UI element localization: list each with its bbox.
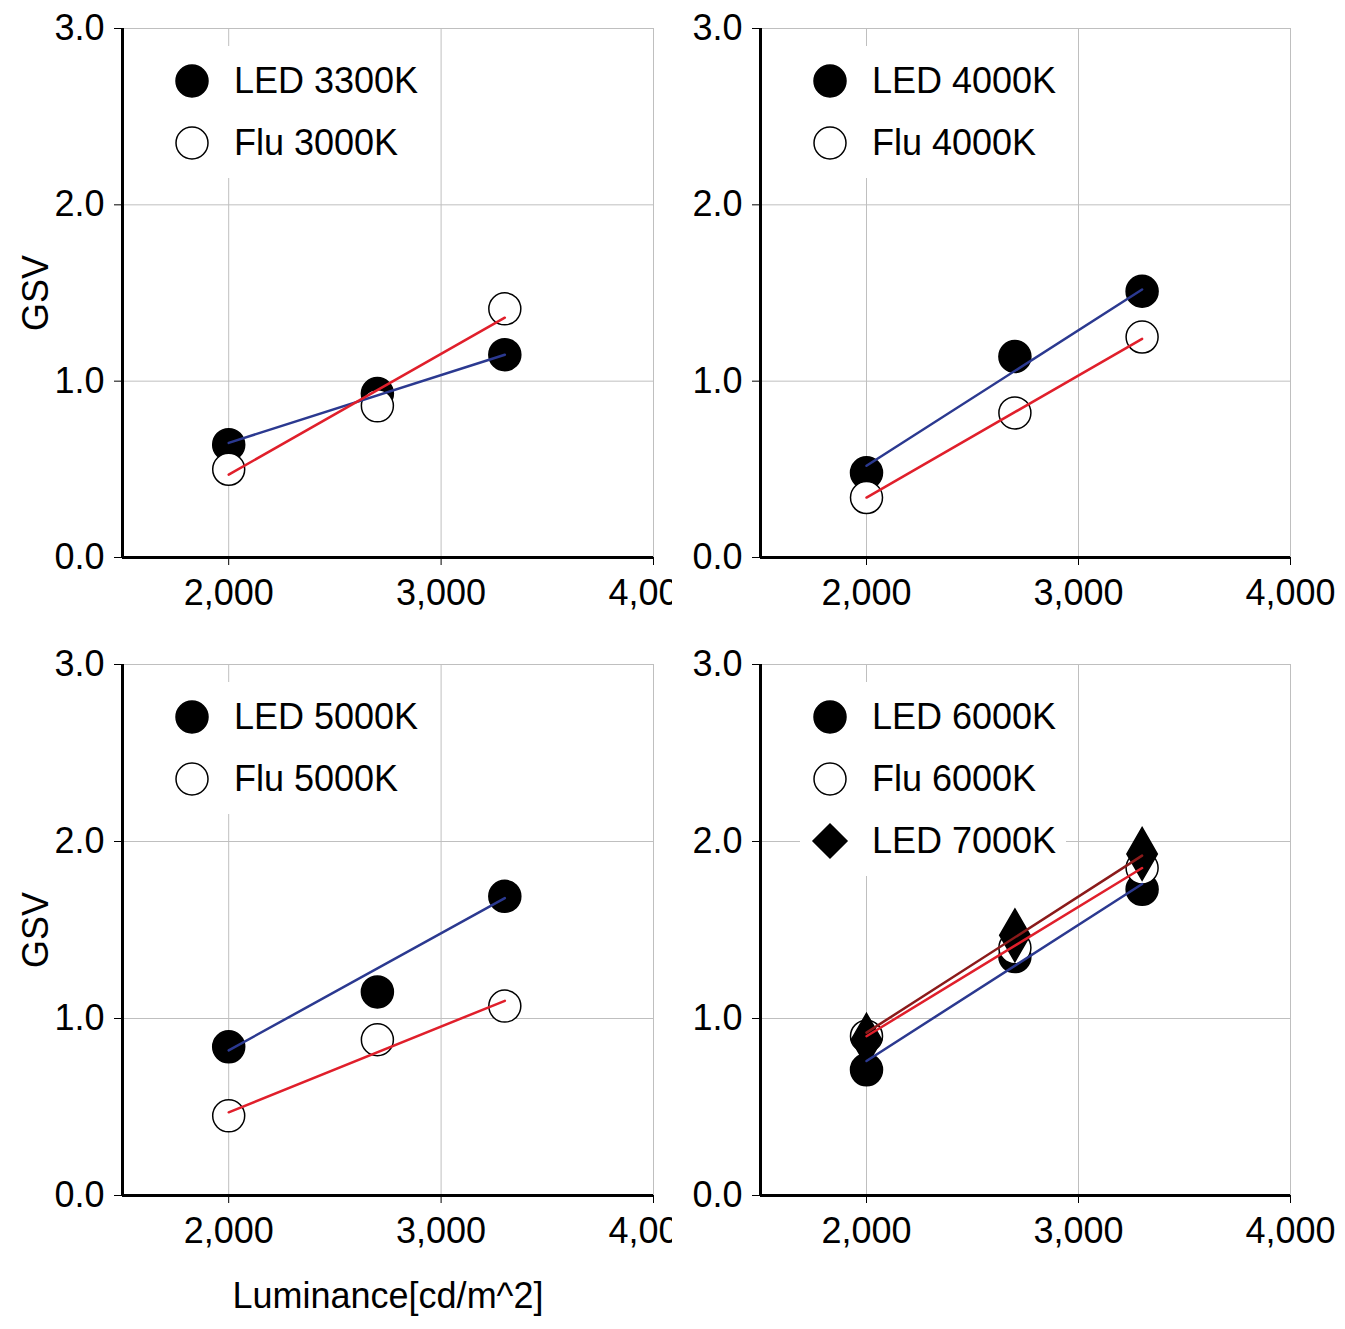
svg-text:2.0: 2.0 xyxy=(54,183,104,224)
svg-text:4,000: 4,000 xyxy=(608,572,699,614)
svg-text:3,000: 3,000 xyxy=(1033,572,1123,613)
html-text:LED 6000K: LED 6000K xyxy=(872,696,1057,737)
html-text:Flu 3000K: Flu 3000K xyxy=(234,122,399,163)
html-text:Flu 4000K: Flu 4000K xyxy=(872,122,1037,163)
svg-text:2,000: 2,000 xyxy=(821,572,911,613)
svg-text:0.0: 0.0 xyxy=(54,536,104,577)
svg-text:GSV: GSV xyxy=(15,255,56,331)
svg-text:2.0: 2.0 xyxy=(692,183,742,224)
svg-text:4,000: 4,000 xyxy=(1245,572,1335,613)
svg-text:3,000: 3,000 xyxy=(396,572,486,613)
svg-text:2,000: 2,000 xyxy=(184,572,274,613)
svg-text:3.0: 3.0 xyxy=(54,643,104,684)
svg-text:0.0: 0.0 xyxy=(692,1174,742,1215)
svg-text:Luminance[cd/m^2]: Luminance[cd/m^2] xyxy=(232,1275,543,1316)
html-text:Flu 6000K: Flu 6000K xyxy=(872,758,1037,799)
svg-text:1.0: 1.0 xyxy=(692,997,742,1038)
svg-text:2.0: 2.0 xyxy=(54,820,104,861)
html-text:Flu 5000K: Flu 5000K xyxy=(234,758,399,799)
svg-text:3.0: 3.0 xyxy=(692,643,742,684)
svg-text:2.0: 2.0 xyxy=(692,820,742,861)
svg-text:2,000: 2,000 xyxy=(821,1210,911,1251)
svg-text:0.0: 0.0 xyxy=(692,536,742,577)
svg-text:1.0: 1.0 xyxy=(692,360,742,401)
html-text:LED 7000K: LED 7000K xyxy=(872,820,1057,861)
svg-text:0.0: 0.0 xyxy=(54,1174,104,1215)
svg-text:GSV: GSV xyxy=(15,892,56,968)
svg-text:3.0: 3.0 xyxy=(692,7,742,48)
svg-text:3,000: 3,000 xyxy=(1033,1210,1123,1251)
svg-text:2,000: 2,000 xyxy=(184,1210,274,1251)
svg-text:3,000: 3,000 xyxy=(396,1210,486,1251)
html-text:LED 5000K: LED 5000K xyxy=(234,696,419,737)
svg-text:1.0: 1.0 xyxy=(54,360,104,401)
html-text:LED 3300K: LED 3300K xyxy=(234,60,419,101)
svg-text:3.0: 3.0 xyxy=(54,7,104,48)
svg-text:1.0: 1.0 xyxy=(54,997,104,1038)
svg-text:4,000: 4,000 xyxy=(608,1210,699,1252)
html-text:LED 4000K: LED 4000K xyxy=(872,60,1057,101)
svg-text:4,000: 4,000 xyxy=(1245,1210,1335,1251)
